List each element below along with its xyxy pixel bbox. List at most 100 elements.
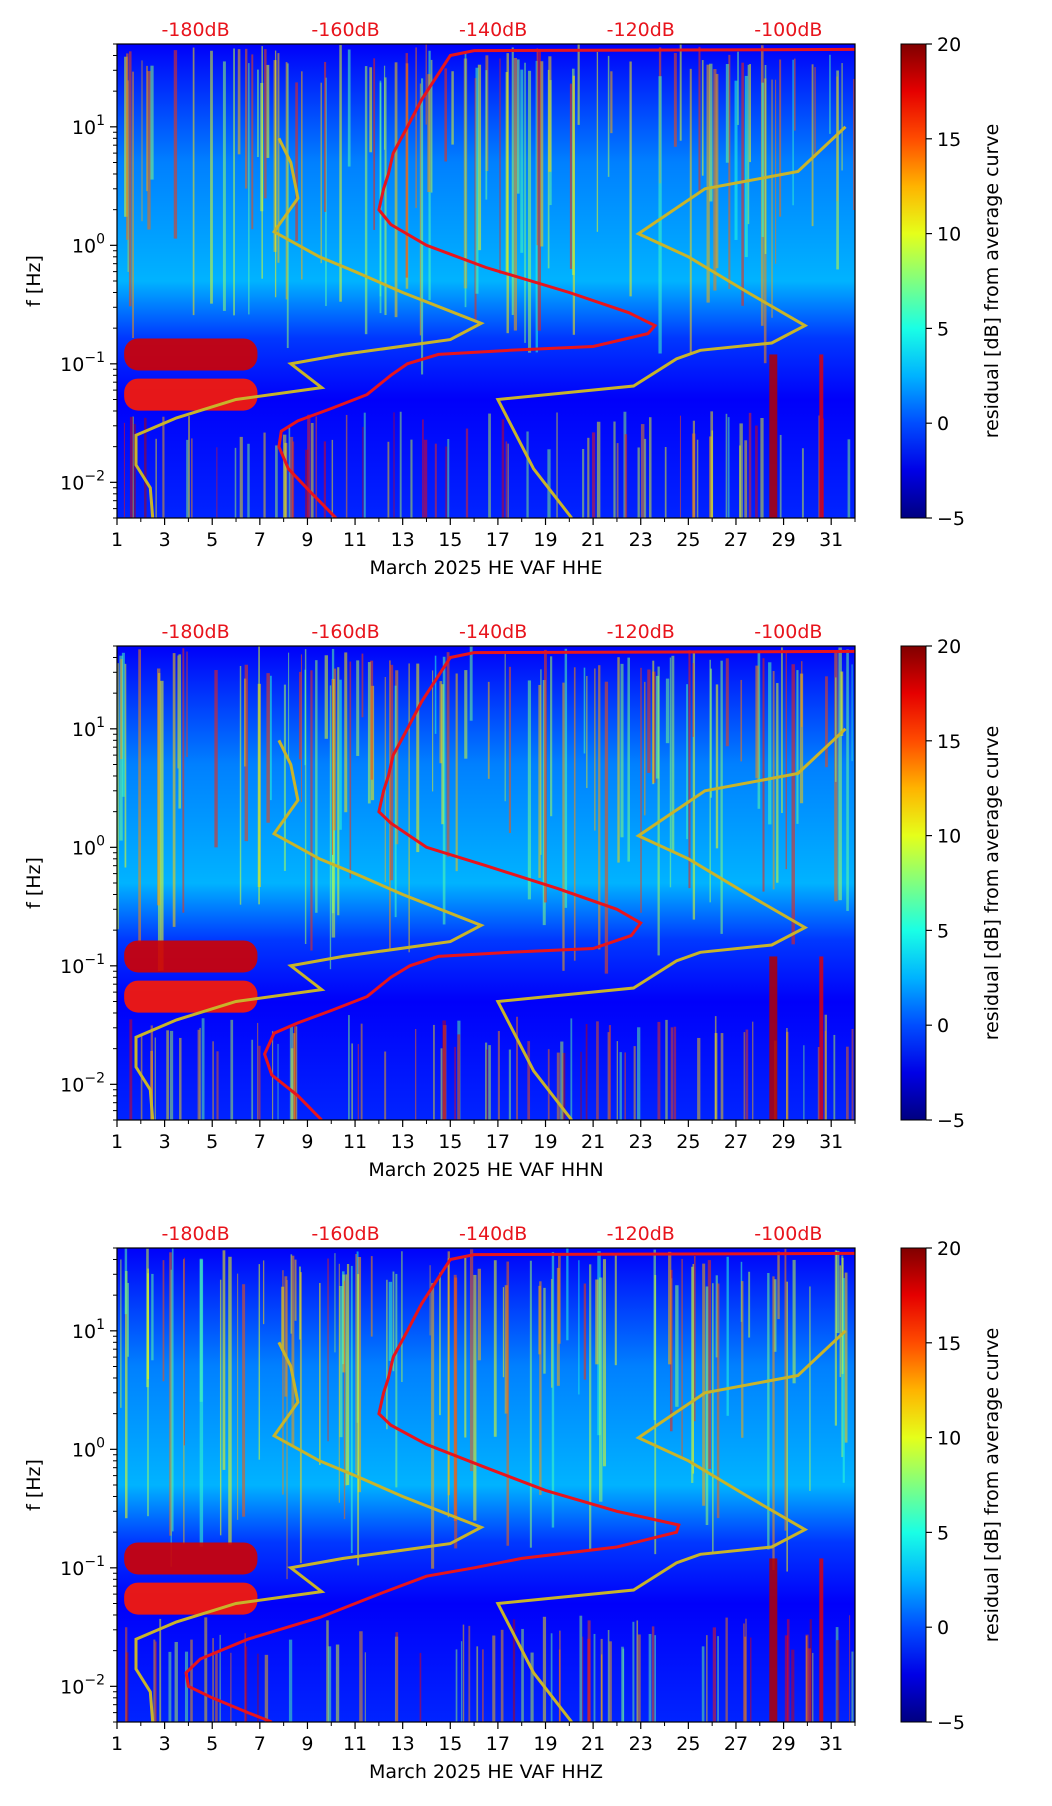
heatmap-streak <box>258 1045 261 1120</box>
heatmap-streak <box>538 684 541 878</box>
heatmap-streak <box>596 51 599 232</box>
heatmap-streak <box>169 1252 172 1536</box>
db-scale-label: -140dB <box>459 621 527 643</box>
heatmap-streak <box>123 422 125 518</box>
colorbar-label: residual [dB] from average curve <box>981 726 1003 1041</box>
heatmap-streak <box>566 1248 569 1341</box>
heatmap-streak <box>127 1282 129 1357</box>
heatmap-streak <box>706 1635 708 1722</box>
heatmap-streak <box>157 668 161 906</box>
x-tick-label: 15 <box>438 529 462 551</box>
heatmap-streak <box>315 660 318 913</box>
heatmap-streak <box>691 1266 694 1483</box>
heatmap-streak <box>725 658 729 747</box>
heatmap-streak <box>851 1028 854 1120</box>
heatmap-streak <box>670 1027 674 1120</box>
heatmap-streak <box>636 1620 639 1722</box>
heatmap-streak <box>524 62 526 343</box>
heatmap-streak <box>844 1272 848 1443</box>
heatmap-streak <box>809 1286 811 1491</box>
heatmap-streak <box>696 439 699 518</box>
heatmap-streak <box>190 1639 193 1722</box>
heatmap-streak <box>657 666 660 956</box>
heatmap-streak <box>392 1271 395 1372</box>
heatmap-streak <box>251 54 254 230</box>
heatmap-streak <box>447 438 450 518</box>
heatmap-streak <box>286 1280 288 1580</box>
colorbar-tick-label: −5 <box>937 1712 965 1734</box>
x-tick-label: 9 <box>301 529 313 551</box>
heatmap-streak <box>199 1259 204 1547</box>
heatmap-streak <box>141 60 143 222</box>
heatmap-streak <box>327 1258 329 1442</box>
heatmap-streak <box>550 1633 553 1722</box>
heatmap-streak <box>587 1638 591 1722</box>
x-tick-label: 7 <box>254 529 266 551</box>
heatmap-streak <box>264 49 267 199</box>
heatmap-streak <box>468 1625 471 1722</box>
heatmap-streak <box>248 63 250 315</box>
heatmap-streak <box>769 1558 778 1722</box>
heatmap-streak <box>320 82 322 264</box>
x-tick-label: 7 <box>254 1131 266 1153</box>
heatmap-streak <box>570 1018 573 1120</box>
heatmap-streak <box>536 48 538 246</box>
x-tick-label: 9 <box>301 1131 313 1153</box>
heatmap-streak <box>197 1029 200 1120</box>
x-axis-label: March 2025 HE VAF HHN <box>368 1159 603 1181</box>
heatmap-streak <box>462 1624 465 1722</box>
heatmap-streak <box>691 433 696 518</box>
heatmap-streak <box>173 50 178 239</box>
colorbar-tick-label: −5 <box>937 508 965 530</box>
heatmap-streak <box>295 82 298 242</box>
heatmap-streak <box>439 681 443 764</box>
heatmap-streak <box>558 1255 561 1344</box>
heatmap-streak <box>251 1039 254 1120</box>
heatmap-streak <box>539 1281 542 1496</box>
heatmap-streak <box>399 411 402 518</box>
heatmap-streak <box>373 58 376 230</box>
heatmap-streak <box>716 1283 720 1519</box>
heatmap-streak <box>219 1279 222 1536</box>
y-tick-label: 100 <box>72 1435 105 1461</box>
x-tick-label: 11 <box>343 1131 367 1153</box>
heatmap-streak <box>282 1270 284 1495</box>
heatmap-streak <box>743 1032 746 1120</box>
heatmap-streak <box>492 1635 496 1722</box>
x-tick-label: 11 <box>343 529 367 551</box>
spectrogram-hhz-svg: 1 3 5 7 9 11 13 15 17 19 21 23 25 27 29 3110−210−110010… <box>23 1223 1003 1783</box>
colorbar-tick-label: 5 <box>937 318 949 340</box>
heatmap-streak <box>769 354 778 518</box>
heatmap-streak <box>610 71 613 134</box>
heatmap-streak <box>786 1619 790 1722</box>
yellow-reference-curve-right <box>495 125 847 518</box>
heatmap-streak <box>260 82 264 212</box>
heatmap-streak <box>651 1626 655 1722</box>
heatmap-streak <box>512 1619 516 1722</box>
heatmap-streak <box>791 1649 795 1722</box>
y-tick-label: 10−1 <box>60 1554 105 1580</box>
heatmap-streak <box>465 428 469 518</box>
x-tick-label: 1 <box>111 1733 123 1755</box>
heatmap-streak <box>709 659 711 903</box>
db-scale-label: -160dB <box>311 1223 379 1245</box>
heatmap-streak <box>288 427 291 518</box>
heatmap-streak <box>624 434 628 518</box>
x-tick-label: 15 <box>438 1733 462 1755</box>
heatmap-streak <box>842 1278 845 1483</box>
heatmap-streak <box>355 1254 357 1474</box>
heatmap-streak <box>760 418 764 518</box>
heatmap-streak <box>230 1019 234 1120</box>
heatmap-streak <box>120 1259 122 1408</box>
heatmap-streak <box>697 1037 701 1120</box>
heatmap-streak <box>799 673 804 804</box>
heatmap-streak <box>162 416 165 518</box>
heatmap-streak <box>212 1638 214 1722</box>
heatmap-streak <box>384 77 387 316</box>
heatmap-streak <box>488 1045 491 1120</box>
x-axis-label: March 2025 HE VAF HHZ <box>369 1761 603 1783</box>
heatmap <box>117 44 855 518</box>
heatmap-streak <box>792 59 794 206</box>
heatmap-streak <box>506 1261 510 1546</box>
heatmap-streak <box>453 1274 457 1521</box>
